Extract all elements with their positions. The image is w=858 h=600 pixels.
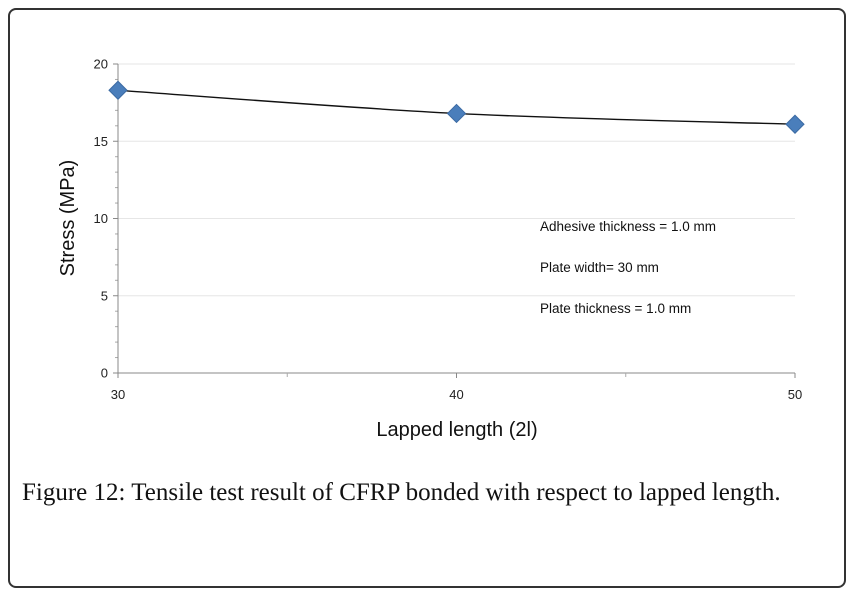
data-point-30 <box>108 80 128 100</box>
y-tick-label-5: 5 <box>101 288 108 303</box>
axes <box>113 63 796 378</box>
x-axis-title: Lapped length (2l) <box>376 419 537 441</box>
data-points <box>108 80 805 134</box>
x-tick-label-40: 40 <box>449 387 463 402</box>
x-tick-label-50: 50 <box>788 387 802 402</box>
data-point-40 <box>446 103 467 124</box>
y-tick-labels: 0 5 10 15 20 <box>94 57 108 381</box>
y-tick-label-15: 15 <box>94 134 108 149</box>
y-tick-label-0: 0 <box>101 366 108 381</box>
figure-frame <box>8 8 846 588</box>
x-tick-labels: 30 40 50 <box>111 387 802 402</box>
x-tick-label-30: 30 <box>111 387 125 402</box>
data-point-50 <box>785 114 805 134</box>
y-tick-label-10: 10 <box>94 211 108 226</box>
caption-text: Tensile test result of CFRP bonded with … <box>125 479 781 506</box>
annotation-adhesive-thickness: Adhesive thickness = 1.0 mm <box>540 219 716 234</box>
grid-lines <box>118 63 795 297</box>
caption-label: Figure 12: <box>22 479 126 506</box>
y-axis-title: Stress (MPa) <box>57 160 79 277</box>
annotation-plate-width: Plate width= 30 mm <box>540 260 659 275</box>
line-chart: 0 5 10 15 20 30 40 50 Stress (MPa) Lapped leng… <box>57 57 805 441</box>
figure-caption: Figure 12: Tensile test result of CFRP b… <box>22 475 842 511</box>
annotation-plate-thickness: Plate thickness = 1.0 mm <box>540 301 691 316</box>
y-tick-label-20: 20 <box>94 57 108 72</box>
